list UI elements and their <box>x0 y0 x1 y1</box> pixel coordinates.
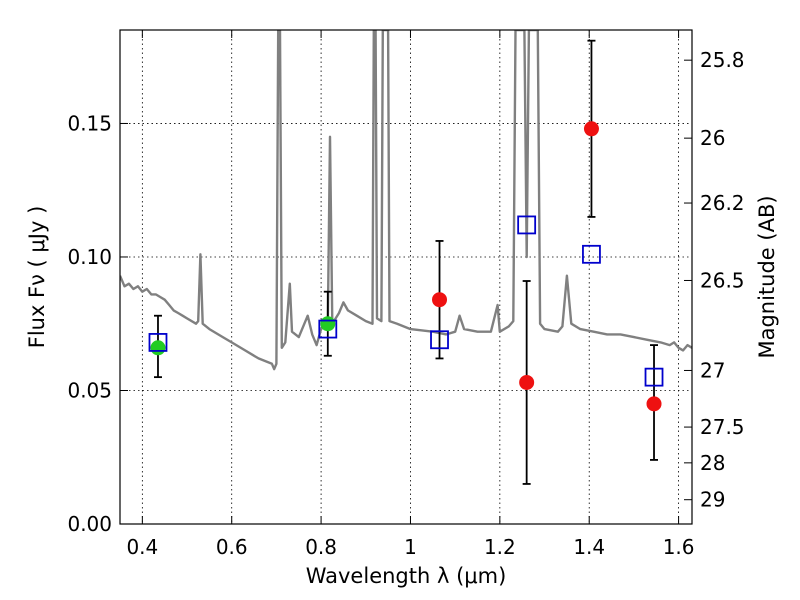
y-tick-label: 0.10 <box>67 245 112 269</box>
x-tick-label: 1 <box>404 535 417 559</box>
y-tick-label: 0.05 <box>67 378 112 402</box>
plot-frame <box>119 29 693 525</box>
data-point-circle <box>583 121 599 137</box>
y2-tick-label: 27.5 <box>700 415 745 439</box>
model-point-square <box>430 330 449 350</box>
data-point-circle <box>320 316 336 332</box>
y2-tick-label: 29 <box>700 488 725 512</box>
y2-tick-label: 26 <box>700 126 725 150</box>
data-point-circle <box>150 340 166 356</box>
plot-background <box>120 30 692 524</box>
template-spectrum <box>120 30 692 371</box>
x-tick-label: 1.6 <box>663 535 695 559</box>
tick-labels: 0.4 0.6 0.8 1 1.2 1.4 1.6 0.00 0.05 0.10 0.15 25.8 2… <box>67 48 744 559</box>
model-point-square <box>148 333 168 352</box>
y-tick-label: 0.00 <box>67 512 112 536</box>
model-point-square <box>582 244 601 264</box>
data-markers <box>148 121 664 412</box>
x-tick-label: 0.8 <box>305 535 337 559</box>
model-point-square <box>517 215 537 235</box>
y2-tick-label: 28 <box>700 451 725 475</box>
x-tick-label: 0.4 <box>126 535 158 559</box>
x-tick-label: 1.4 <box>573 535 605 559</box>
axis-ticks <box>120 30 692 525</box>
y2-tick-label: 26.5 <box>700 268 745 292</box>
y-axis-title: Flux Fν ( μJy ) <box>25 206 49 349</box>
y2-tick-label: 26.2 <box>700 191 745 215</box>
data-point-circle <box>519 374 535 390</box>
x-axis-title: Wavelength λ (μm) <box>306 564 507 588</box>
y2-tick-label: 27 <box>700 358 725 382</box>
x-tick-label: 0.6 <box>216 535 248 559</box>
model-point-square <box>644 367 664 387</box>
data-point-circle <box>432 292 448 308</box>
y2-axis-title: Magnitude (AB) <box>755 195 779 358</box>
x-tick-label: 1.2 <box>484 535 516 559</box>
data-point-circle <box>646 396 662 412</box>
model-point-square <box>318 319 338 339</box>
y2-tick-label: 25.8 <box>700 48 745 72</box>
template-spectrum-line <box>120 30 692 371</box>
y-tick-label: 0.15 <box>67 111 112 135</box>
